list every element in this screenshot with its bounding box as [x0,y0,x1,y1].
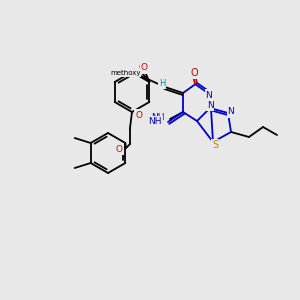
Text: O: O [141,62,148,71]
Text: O: O [136,110,142,119]
Text: H: H [159,79,165,88]
Text: NH: NH [148,118,162,127]
Text: N: N [206,91,212,100]
Text: NH: NH [152,113,165,122]
Text: O: O [190,68,198,78]
Text: N: N [207,100,213,109]
Text: S: S [212,140,218,150]
Text: methoxy: methoxy [110,70,141,76]
Text: O: O [116,145,122,154]
Text: O: O [139,64,146,73]
Text: N: N [228,107,234,116]
